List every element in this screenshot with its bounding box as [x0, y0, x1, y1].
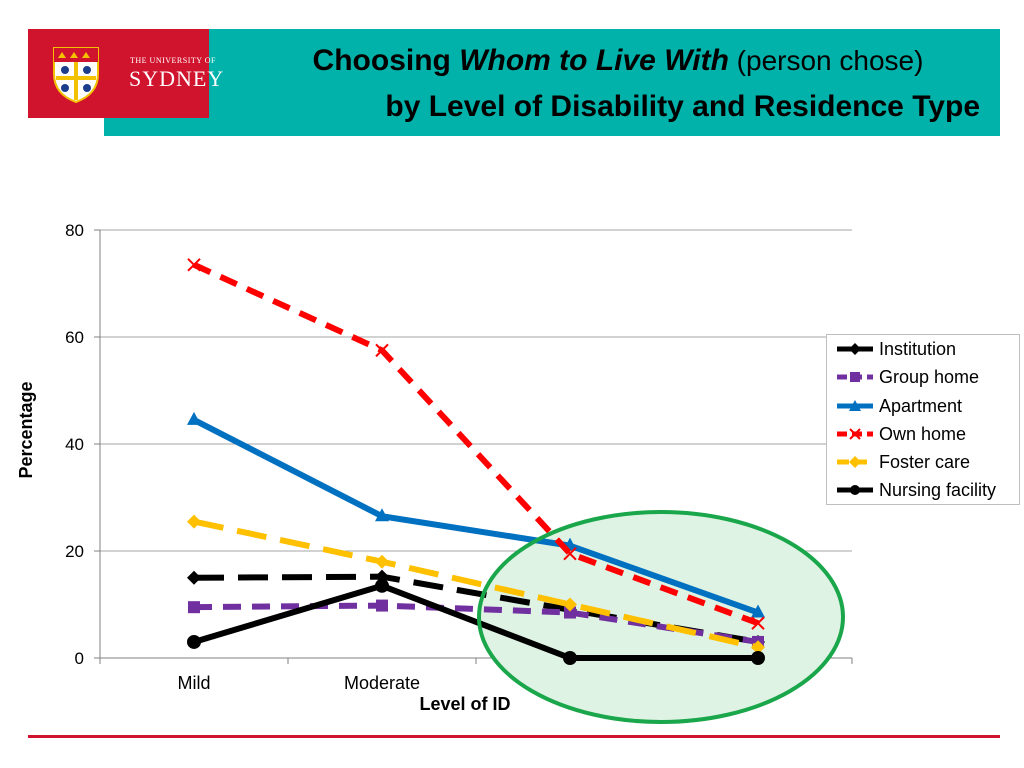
title-band: [104, 29, 1000, 136]
legend-swatch-institution: [837, 343, 873, 355]
data-point: [188, 601, 200, 614]
data-point: [376, 599, 388, 612]
legend-item: Foster care: [835, 451, 970, 473]
crest-icon: [53, 47, 99, 104]
highlight-ellipse-outline: [477, 510, 845, 724]
data-point: [187, 634, 201, 649]
data-point: [187, 411, 201, 425]
y-tick-label: 40: [65, 435, 84, 454]
legend-item: Nursing facility: [835, 479, 996, 501]
data-point: [751, 640, 765, 655]
highlight-ellipse-fill: [479, 512, 843, 722]
data-point: [375, 343, 389, 358]
legend-swatch-own-home: [837, 428, 873, 440]
x-axis-label: Level of ID: [419, 694, 510, 714]
series-line: [192, 417, 760, 616]
slide-title-line1: Choosing Whom to Live With (person chose…: [238, 44, 998, 78]
footer-rule: [28, 735, 1000, 738]
legend-swatch-foster-care: [837, 456, 873, 468]
data-point: [751, 616, 765, 630]
data-point: [187, 570, 201, 585]
data-point: [563, 597, 577, 612]
legend-label: Apartment: [879, 395, 963, 416]
series-apartment: [187, 411, 765, 618]
legend-label: Group home: [879, 366, 980, 387]
y-axis-label: Percentage: [16, 381, 36, 478]
y-tick-label: 20: [65, 542, 84, 561]
data-point: [187, 258, 201, 272]
series-line: [193, 582, 758, 661]
series-nursing-facility: [187, 578, 765, 665]
legend-label: Foster care: [879, 451, 971, 472]
legend-swatch-nursing-facility: [837, 485, 873, 495]
data-point: [375, 578, 389, 593]
series-line: [192, 262, 760, 627]
legend-item: Apartment: [835, 395, 962, 417]
data-point: [187, 514, 201, 529]
chart-legend: Institution Group home Apartment Own hom…: [826, 334, 1020, 505]
university-logo: THE UNIVERSITY OF SYDNEY: [28, 29, 223, 118]
title-part1: Choosing: [312, 44, 460, 77]
y-tick-label: 60: [65, 328, 84, 347]
y-tick-label: 0: [75, 649, 84, 668]
legend-item: Group home: [835, 366, 979, 388]
data-point: [751, 651, 765, 665]
legend-item: Institution: [835, 338, 956, 360]
title-part2: (person chose): [728, 45, 924, 76]
legend-swatch-group-home: [837, 372, 873, 382]
logo-sydney: SYDNEY: [129, 66, 225, 91]
legend-label: Institution: [879, 338, 957, 359]
data-point: [375, 508, 389, 522]
series-own-home: [187, 258, 765, 630]
title-italic: Whom to Live With: [459, 44, 729, 77]
data-point: [751, 604, 765, 618]
series-line: [193, 573, 759, 645]
x-tick-label: Mild: [177, 673, 210, 693]
series-line: [193, 602, 759, 645]
data-point: [563, 546, 577, 561]
logo-university-of: THE UNIVERSITY OF: [130, 56, 216, 65]
series-foster-care: [187, 514, 765, 655]
series-line: [193, 518, 759, 651]
x-tick-label: Moderate: [344, 673, 420, 693]
legend-item: Own home: [835, 423, 966, 445]
data-point: [564, 606, 576, 619]
legend-label: Nursing facility: [879, 479, 997, 500]
legend-swatch-apartment: [837, 400, 873, 411]
y-tick-label: 80: [65, 221, 84, 240]
data-point: [375, 554, 389, 569]
slide-title-line2: by Level of Disability and Residence Typ…: [385, 90, 980, 123]
data-point: [563, 651, 577, 665]
legend-label: Own home: [879, 423, 967, 444]
